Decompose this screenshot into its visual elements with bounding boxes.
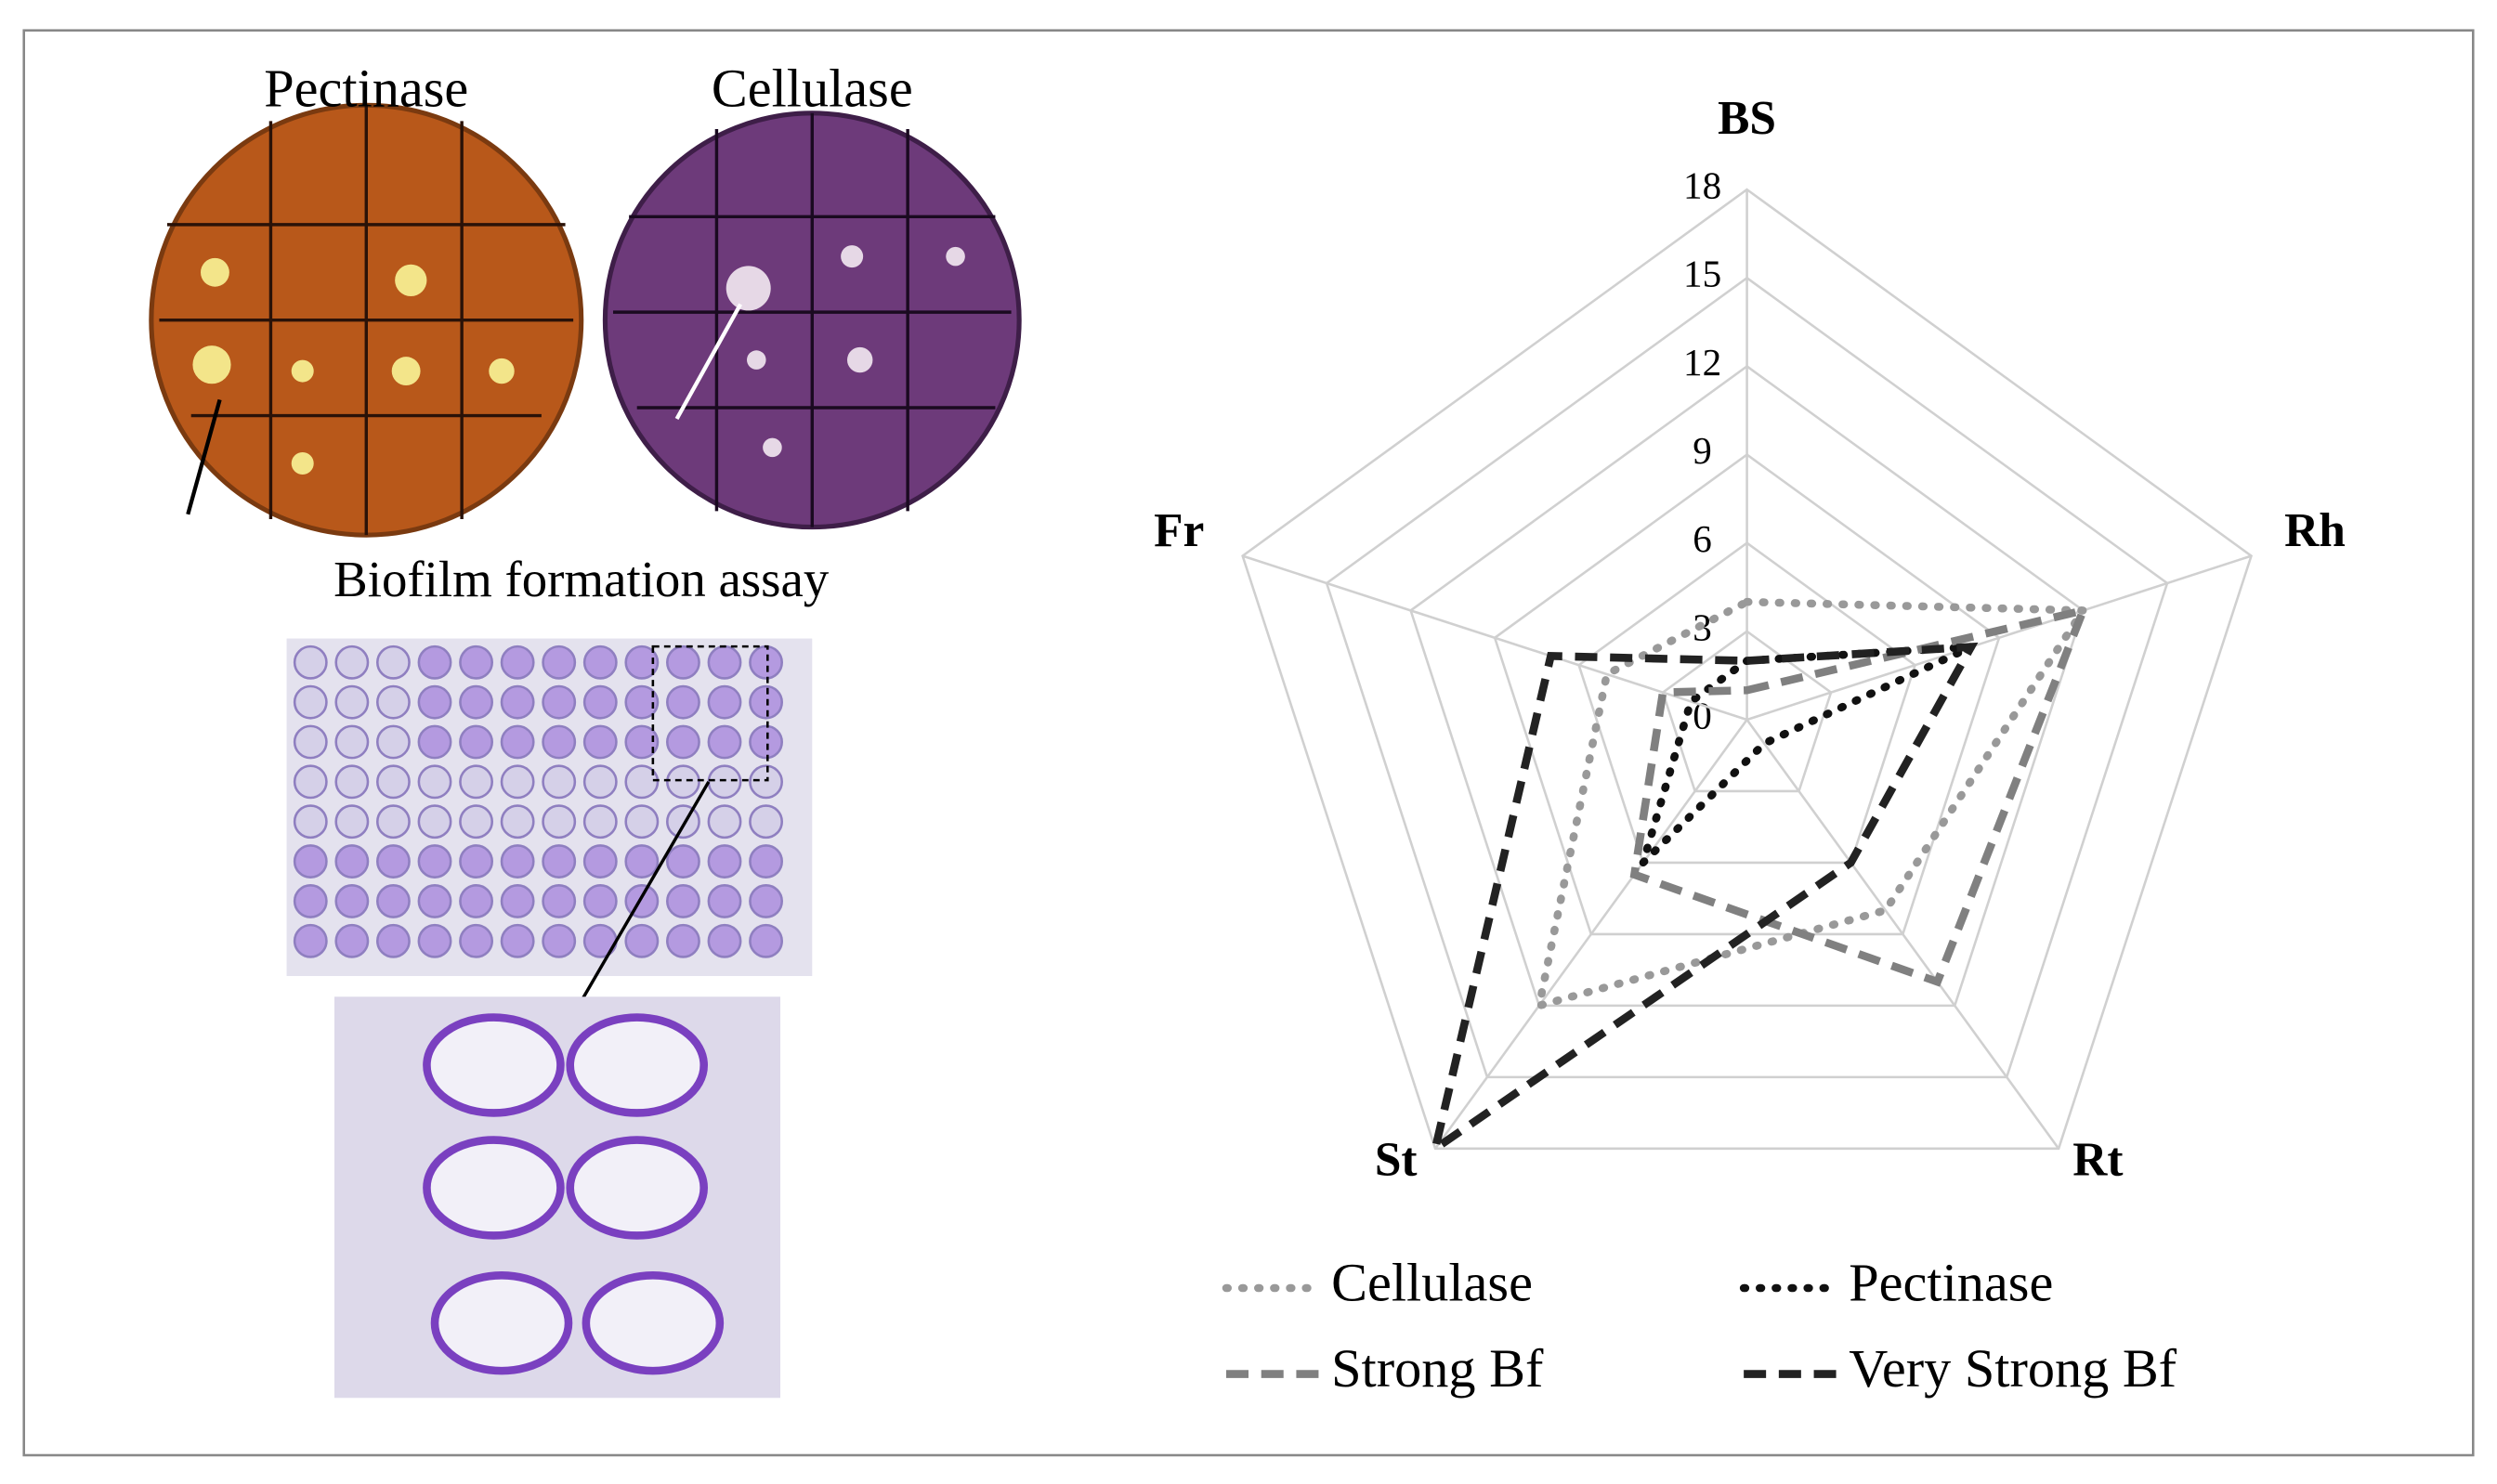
legend-label: Very Strong Bf <box>1849 1338 2177 1399</box>
legend-label: Pectinase <box>1849 1252 2053 1312</box>
cellulase-plate <box>602 111 1022 530</box>
grid-ring <box>1577 541 1917 865</box>
axis-label: Rt <box>2072 1134 2123 1187</box>
r-tick-label: 9 <box>1693 429 1712 472</box>
axis-label: St <box>1375 1134 1418 1187</box>
well-closeup <box>334 996 780 1399</box>
grid-ring <box>1325 276 2169 1079</box>
r-tick-label: 15 <box>1683 253 1721 295</box>
cellulase-label: Cellulase <box>712 59 913 119</box>
spoke <box>1746 554 2252 722</box>
series-line <box>1429 642 1979 1158</box>
grid-ring <box>1241 188 2254 1151</box>
legend-label: Cellulase <box>1331 1252 1533 1312</box>
spoke <box>1745 719 2060 1150</box>
pectinase-plate <box>149 102 584 538</box>
well-plate <box>286 638 813 1030</box>
r-tick-label: 18 <box>1683 164 1721 207</box>
spoke <box>1433 719 1748 1150</box>
axis-label: BS <box>1718 92 1776 145</box>
axis-label: Fr <box>1154 504 1204 557</box>
spoke <box>1242 554 1747 722</box>
r-tick-label: 6 <box>1693 517 1712 560</box>
axis-label: Rh <box>2284 504 2346 557</box>
grid-ring <box>1661 630 1833 793</box>
legend-label: Strong Bf <box>1331 1338 1544 1399</box>
series-line <box>1629 605 2090 987</box>
r-tick-label: 12 <box>1683 341 1721 384</box>
pectinase-label: Pectinase <box>264 59 468 119</box>
biofilm-label: Biofilm formation assay <box>333 551 830 607</box>
grid-ring <box>1409 364 2085 1008</box>
